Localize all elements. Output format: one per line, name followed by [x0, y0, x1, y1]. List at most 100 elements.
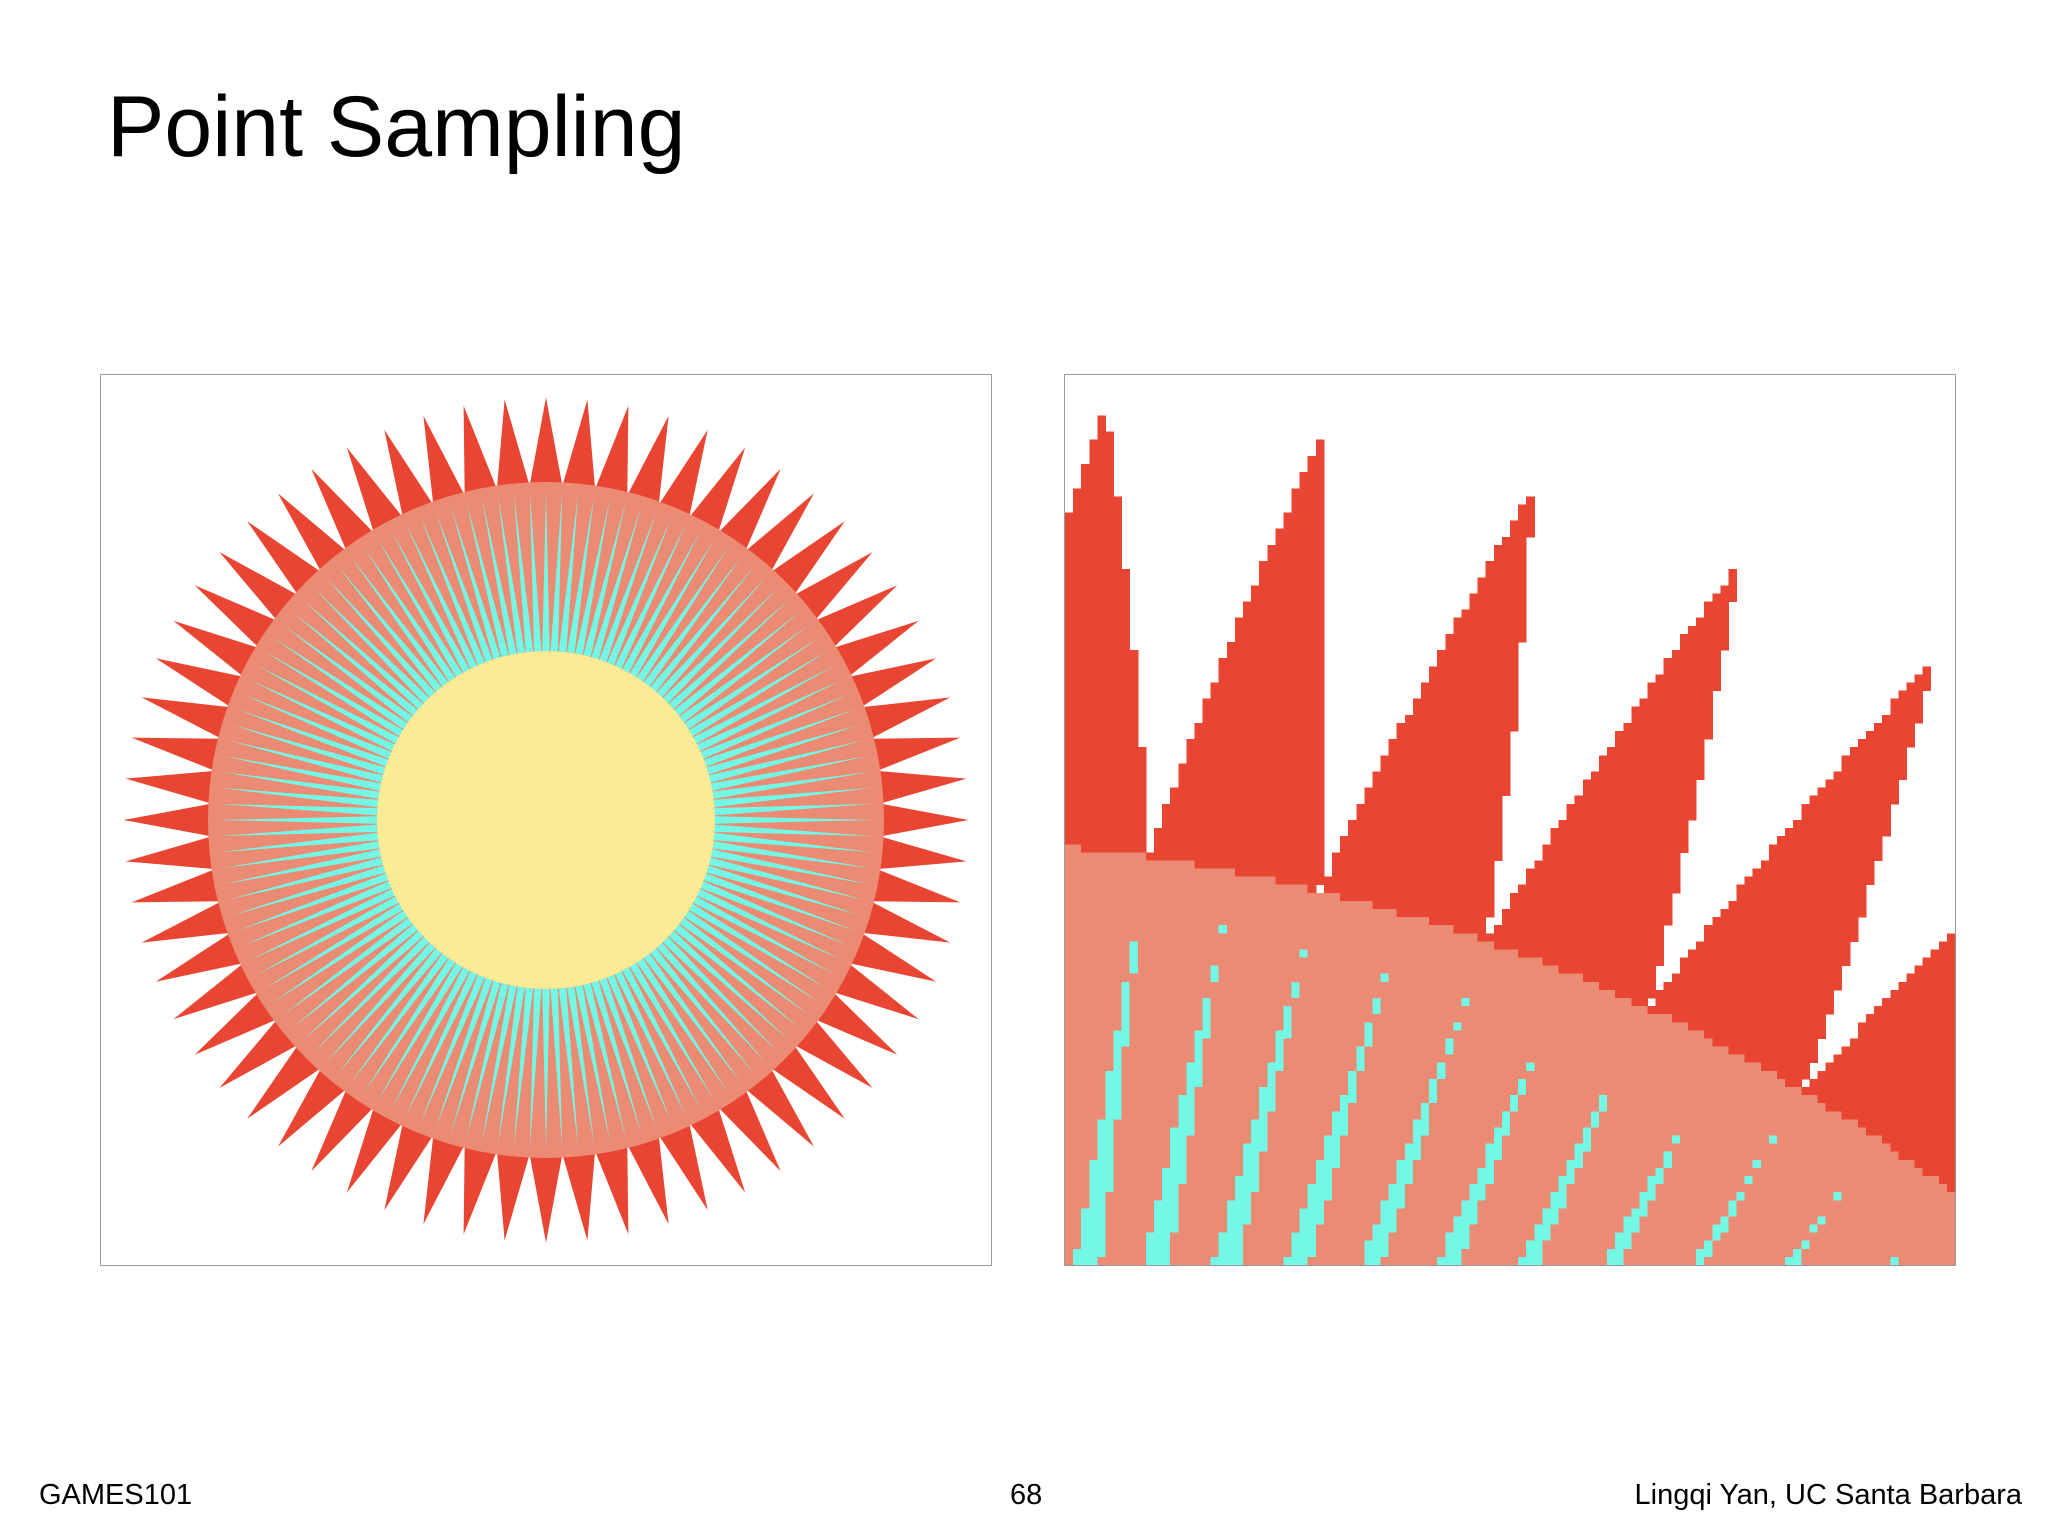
sample-run [1526, 1078, 1786, 1088]
ray [643, 953, 742, 1084]
sample-run [1243, 1167, 1260, 1177]
sample-run [1283, 1038, 1365, 1048]
sample-run [1461, 609, 1527, 619]
sample-run [1081, 472, 1115, 481]
ray [591, 506, 642, 660]
ray [218, 824, 378, 837]
sun-drawing [123, 397, 969, 1243]
sample-run [1315, 1232, 1373, 1242]
sample-run [1186, 1176, 1236, 1185]
sample-run [1396, 1208, 1462, 1217]
sample-run [1340, 1151, 1406, 1161]
sample-run [1186, 1062, 1204, 1072]
ray [599, 511, 657, 663]
sample-run [1429, 666, 1519, 675]
sample-run [1065, 1200, 1090, 1209]
sample-run [1566, 803, 1697, 813]
sample-run [1882, 1135, 1955, 1145]
sample-run [1396, 722, 1519, 732]
sample-run [1210, 965, 1220, 975]
sample-run [1542, 1248, 1608, 1258]
sample-run [1728, 900, 1867, 910]
sample-run [1307, 1200, 1325, 1209]
sample-run [1469, 1192, 1487, 1201]
sample-run [1639, 1192, 1657, 1201]
sample-run [1412, 1159, 1487, 1169]
sample-run [1065, 528, 1123, 538]
sample-run [1065, 876, 1276, 886]
sample-run [1065, 989, 1123, 999]
sample-run [1736, 892, 1867, 902]
sample-run [1065, 779, 1147, 789]
ray [497, 986, 525, 1145]
sample-run [1768, 852, 1883, 861]
sample-run [1429, 1095, 1438, 1104]
spike [870, 737, 961, 771]
sample-run [1194, 1054, 1204, 1064]
sample-run [1493, 925, 1665, 934]
sample-run [1777, 836, 1883, 845]
sample-run [1671, 1014, 1827, 1023]
sample-run [1105, 1216, 1155, 1226]
sample-run [1065, 682, 1139, 692]
ray [713, 787, 873, 808]
sample-run [1429, 1119, 1503, 1128]
sample-run [1291, 989, 1301, 999]
sample-run [1469, 593, 1527, 603]
sample-run [1615, 739, 1705, 748]
sample-run [1307, 1256, 1365, 1265]
sample-run [1210, 1022, 1284, 1031]
ray [338, 948, 442, 1074]
sample-run [1631, 714, 1713, 724]
sample-run [1283, 1256, 1309, 1265]
sample-run [1186, 1070, 1204, 1080]
ray [567, 495, 595, 654]
ray [264, 651, 403, 737]
sample-run [1065, 900, 1373, 910]
ray [636, 547, 729, 682]
sample-run [1469, 998, 1632, 1007]
sample-run [1671, 650, 1721, 659]
sample-run [1752, 868, 1875, 878]
sample-run [1801, 1240, 1810, 1250]
sample-run [1825, 1216, 1955, 1226]
ray [550, 492, 563, 652]
sample-run [1259, 1103, 1276, 1112]
sample-run [1170, 795, 1325, 805]
sample-run [1340, 1143, 1406, 1153]
sample-run [1574, 1143, 1592, 1153]
ray [689, 903, 828, 989]
ray [709, 740, 864, 783]
sample-run [1364, 1030, 1373, 1039]
sample-run [1243, 1151, 1260, 1161]
sample-run [1129, 998, 1204, 1007]
sample-run [1372, 1224, 1398, 1234]
sample-run [1477, 1208, 1543, 1217]
sample-run [1348, 1078, 1357, 1088]
spike [173, 620, 259, 677]
sample-run [1712, 1038, 1818, 1048]
sample-run [1396, 731, 1511, 740]
sample-run [1372, 779, 1511, 789]
sample-run [1291, 1006, 1373, 1015]
sample-run [1631, 1240, 1705, 1250]
sample-run [1404, 1143, 1422, 1153]
sample-run [1566, 1200, 1640, 1209]
sample-run [1461, 1248, 1527, 1258]
sample-run [1437, 650, 1519, 659]
sample-run [1364, 1046, 1446, 1056]
sample-run [1453, 925, 1487, 934]
sample-run [1558, 1184, 1568, 1193]
core [377, 651, 715, 989]
sample-run [1065, 1111, 1106, 1120]
sample-run [1202, 1022, 1212, 1031]
sample-run [1493, 1135, 1503, 1145]
sample-run [1501, 909, 1673, 918]
ray [391, 967, 470, 1110]
footer-course: GAMES101 [39, 1479, 193, 1511]
ray [224, 849, 381, 884]
spike [833, 963, 919, 1020]
sample-run [1073, 488, 1115, 497]
sample-run [1226, 1208, 1252, 1217]
sample-run [1437, 1087, 1519, 1096]
